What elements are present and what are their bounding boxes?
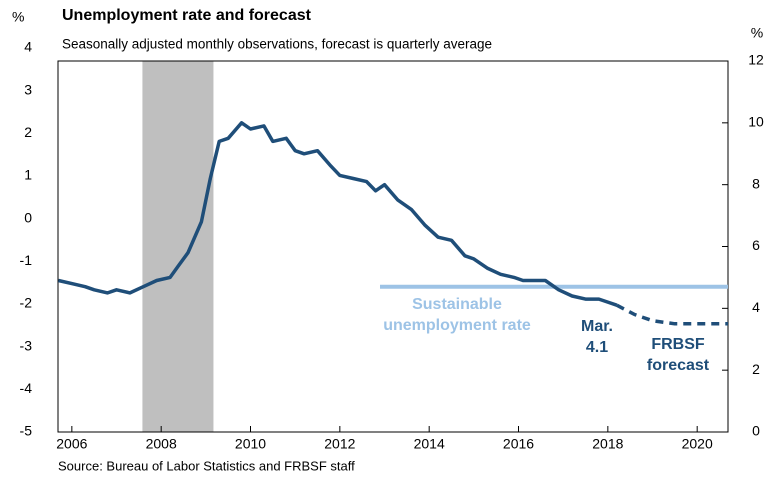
x-tick-label: 2016 [503, 436, 534, 452]
annotation: Mar. [581, 318, 613, 335]
annotation: FRBSF [651, 336, 705, 353]
y-tick-label: 12 [748, 52, 764, 68]
y-tick-label: 8 [752, 175, 760, 191]
series-line [58, 121, 618, 307]
left-tick-label: 2 [24, 124, 32, 140]
x-tick-label: 2018 [592, 436, 623, 452]
left-tick-label: 0 [24, 209, 32, 225]
source-note: Source: Bureau of Labor Statistics and F… [58, 458, 355, 473]
left-tick-label: -1 [20, 252, 33, 268]
annotation: unemployment rate [383, 317, 531, 334]
y-axis-unit: % [751, 25, 763, 41]
y-tick-label: 0 [752, 423, 760, 439]
x-tick-label: 2014 [414, 436, 445, 452]
chart-title: Unemployment rate and forecast [62, 7, 312, 24]
y-tick-label: 6 [752, 237, 760, 253]
annotation: Sustainable [412, 296, 502, 313]
left-tick-label: -5 [20, 423, 33, 439]
y-tick-label: 4 [752, 299, 760, 315]
left-axis-unit: % [12, 9, 24, 25]
x-tick-label: 2012 [324, 436, 355, 452]
y-tick-label: 10 [748, 114, 764, 130]
left-tick-label: -2 [20, 295, 33, 311]
annotation: 4.1 [586, 339, 608, 356]
recession-shading [142, 61, 214, 432]
x-tick-label: 2006 [56, 436, 87, 452]
x-tick-label: 2020 [682, 436, 713, 452]
y-tick-label: 2 [752, 361, 760, 377]
left-tick-label: -3 [20, 337, 33, 353]
left-tick-label: 4 [24, 39, 32, 55]
x-tick-label: 2010 [235, 436, 266, 452]
x-tick-label: 2008 [146, 436, 177, 452]
annotation: forecast [647, 357, 710, 374]
series-line [615, 303, 728, 326]
left-tick-label: 3 [24, 81, 32, 97]
left-tick-label: -4 [20, 380, 33, 396]
left-tick-label: 1 [24, 167, 32, 183]
chart-subtitle: Seasonally adjusted monthly observations… [62, 37, 492, 52]
